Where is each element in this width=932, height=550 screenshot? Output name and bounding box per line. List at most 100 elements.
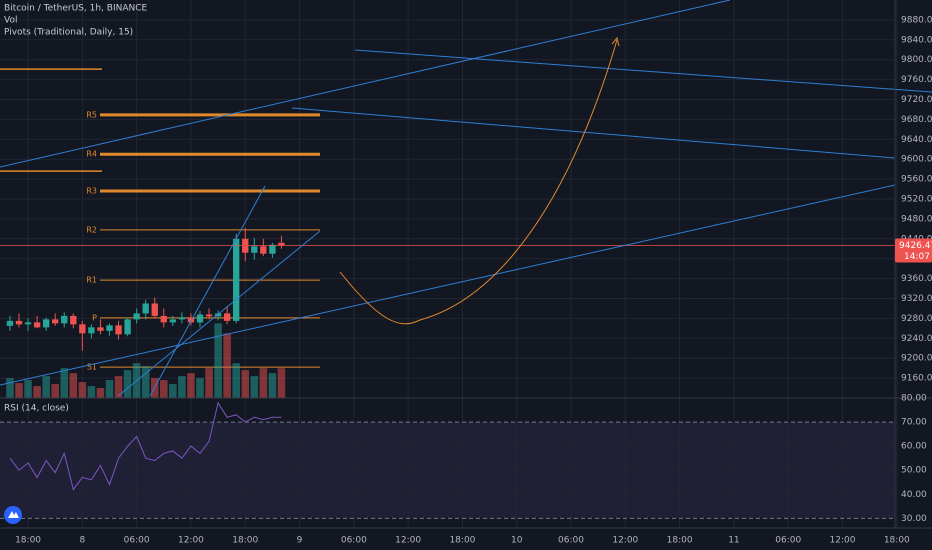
- volume-bar: [241, 370, 250, 398]
- candle-body: [214, 313, 222, 317]
- x-tick-label: 18:00: [15, 536, 41, 546]
- volume-bar: [123, 370, 132, 398]
- candle-body: [70, 315, 77, 325]
- x-tick-label: 18:00: [449, 536, 475, 546]
- y-tick-label: 9280.00: [901, 314, 932, 324]
- x-tick-label: 12:00: [395, 536, 421, 546]
- candle-body: [278, 242, 285, 246]
- rsi-tick-label: 40.00: [901, 490, 927, 500]
- y-tick-label: 9560.00: [901, 175, 932, 185]
- channel-line: [149, 185, 266, 397]
- volume-bar: [51, 384, 59, 398]
- volume-bar: [259, 368, 268, 398]
- trend-line: [0, 0, 731, 168]
- candle-body: [223, 313, 231, 321]
- logo-glyph: [8, 511, 19, 518]
- pivot-label: R3: [86, 187, 97, 196]
- volume-bar: [87, 386, 96, 398]
- x-tick-label: 9: [297, 536, 303, 546]
- y-tick-label: 9840.00: [901, 35, 932, 45]
- rsi-legend: RSI (14, close): [4, 404, 69, 414]
- x-tick-label: 12:00: [830, 536, 856, 546]
- candle-body: [124, 319, 131, 335]
- pivot-label: P: [92, 313, 97, 322]
- y-tick-label: 9240.00: [901, 334, 932, 344]
- volume-bar: [105, 380, 114, 398]
- trend-line: [0, 184, 896, 386]
- candle-body: [115, 325, 122, 335]
- volume-bar: [24, 380, 32, 398]
- rsi-tick-label: 80.00: [901, 394, 927, 404]
- volume-bar: [205, 368, 213, 398]
- volume-bar: [78, 382, 87, 398]
- y-tick-label: 9880.00: [901, 15, 932, 25]
- candle-body: [97, 327, 104, 331]
- forecast-curve: [339, 39, 618, 325]
- rsi-tick-label: 70.00: [901, 418, 927, 428]
- y-tick-label: 9520.00: [901, 195, 932, 205]
- pivots-legend: Pivots (Traditional, Daily, 15): [4, 28, 133, 38]
- pivot-label: S1: [87, 363, 97, 372]
- candle-body: [6, 320, 14, 326]
- y-tick-label: 9200.00: [901, 354, 932, 364]
- pivot-label: R1: [86, 276, 97, 285]
- x-tick-label: 06:00: [124, 536, 150, 546]
- x-tick-label: 10: [511, 536, 523, 546]
- x-tick-label: 06:00: [341, 536, 367, 546]
- candle-body: [260, 246, 267, 254]
- volume-bar: [169, 384, 177, 398]
- x-tick-label: 18:00: [667, 536, 693, 546]
- x-tick-label: 12:00: [612, 536, 638, 546]
- x-tick-label: 12:00: [178, 536, 204, 546]
- candle-body: [251, 246, 258, 253]
- volume-bar: [277, 368, 286, 398]
- y-tick-label: 9360.00: [901, 274, 932, 284]
- last-price-label: 9426.47: [899, 241, 932, 251]
- arrow-head: [611, 36, 620, 47]
- candle-body: [24, 322, 32, 325]
- x-tick-label: 06:00: [775, 536, 801, 546]
- x-tick-label: 8: [79, 536, 85, 546]
- x-tick-label: 11: [728, 536, 739, 546]
- candle-body: [169, 319, 177, 323]
- candle-body: [196, 314, 204, 323]
- drawings: [0, 0, 932, 397]
- y-tick-label: 9800.00: [901, 55, 932, 65]
- candle-body: [79, 324, 86, 334]
- volume-bar: [96, 388, 105, 398]
- y-tick-label: 9600.00: [901, 155, 932, 165]
- pivot-label: R5: [86, 110, 97, 119]
- x-tick-label: 18:00: [232, 536, 258, 546]
- candle-body: [269, 244, 276, 254]
- channel-line: [117, 230, 321, 397]
- volume-bar: [42, 376, 50, 398]
- candle-body: [15, 320, 23, 325]
- volume-bar: [187, 373, 195, 398]
- rsi-line: [9, 401, 282, 491]
- candle-body: [151, 303, 158, 316]
- rsi-tick-label: 60.00: [901, 442, 927, 452]
- candle-body: [142, 303, 149, 314]
- grid: [0, 0, 898, 528]
- y-tick-label: 9760.00: [901, 75, 932, 85]
- candle-body: [52, 319, 59, 324]
- candle-body: [61, 315, 68, 324]
- x-tick-label: 18:00: [884, 536, 910, 546]
- y-tick-label: 9160.00: [901, 374, 932, 384]
- volume-legend: Vol: [4, 16, 17, 26]
- candle-body: [133, 313, 140, 320]
- rsi-tick-label: 50.00: [901, 466, 927, 476]
- volume-bar: [69, 373, 78, 398]
- volume-bar: [160, 380, 168, 398]
- volume-bar: [214, 323, 222, 398]
- volume-bar: [33, 386, 41, 398]
- volume-bar: [223, 333, 231, 398]
- y-tick-label: 9480.00: [901, 214, 932, 224]
- candle-body: [233, 238, 240, 321]
- y-tick-label: 9640.00: [901, 135, 932, 145]
- volume-bar: [114, 376, 123, 398]
- candle-body: [106, 325, 113, 331]
- candle-body: [88, 327, 95, 334]
- volume-bar: [196, 378, 204, 398]
